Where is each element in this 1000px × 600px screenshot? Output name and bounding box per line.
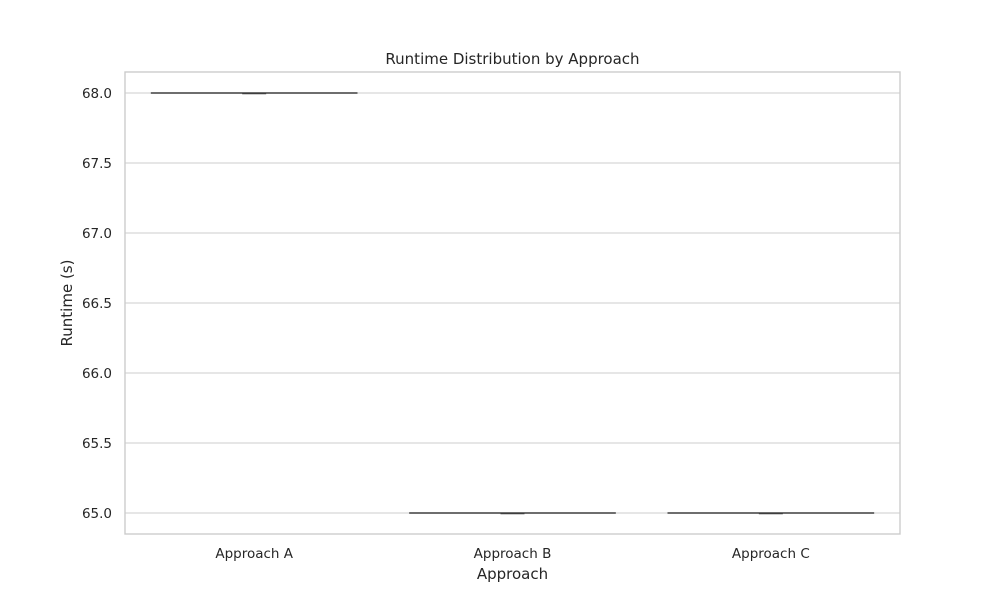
y-tick-label: 66.5 bbox=[82, 296, 112, 312]
gridlines bbox=[125, 92, 900, 514]
x-tick-label: Approach C bbox=[732, 546, 810, 562]
x-tick-labels: Approach A Approach B Approach C bbox=[215, 546, 809, 562]
plot-frame bbox=[124, 71, 901, 535]
y-tick-label: 67.0 bbox=[82, 226, 112, 242]
y-tick-labels: 65.0 65.5 66.0 66.5 67.0 67.5 68.0 bbox=[82, 86, 112, 522]
y-axis-label: Runtime (s) bbox=[58, 260, 76, 347]
y-tick-label: 66.0 bbox=[82, 366, 112, 382]
box-series bbox=[150, 92, 875, 515]
chart-title: Runtime Distribution by Approach bbox=[385, 50, 639, 68]
y-tick-label: 65.5 bbox=[82, 436, 112, 452]
x-tick-label: Approach A bbox=[215, 546, 293, 562]
y-tick-label: 67.5 bbox=[82, 156, 112, 172]
y-tick-label: 65.0 bbox=[82, 506, 112, 522]
x-tick-label: Approach B bbox=[474, 546, 552, 562]
x-axis-label: Approach bbox=[477, 565, 548, 583]
y-tick-label: 68.0 bbox=[82, 86, 112, 102]
